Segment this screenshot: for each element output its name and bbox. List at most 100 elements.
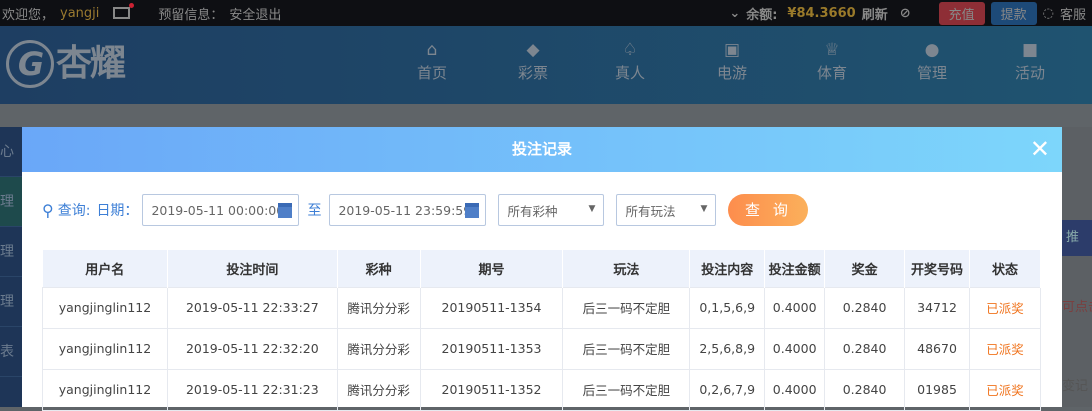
username: yangji [60,5,100,21]
table-cell: 2,5,6,8,9 [689,327,766,370]
date-label: 日期： [96,203,139,219]
reserved-info: 预留信息： [158,7,224,23]
table-cell: 后三一码不定胆 [562,368,691,411]
table-cell: 20190511-1352 [419,368,564,411]
to-label: 至 [307,203,322,219]
start-date-input[interactable]: 2019-05-11 00:00:00 [142,194,300,226]
table-cell: 腾讯分分彩 [336,368,421,411]
nav-label: 体育 [816,64,847,82]
table-cell: 0.4000 [764,368,826,411]
dealer-icon: ♤ [622,40,638,60]
table-cell: 0.4000 [764,286,826,329]
table-cell: 腾讯分分彩 [336,327,421,370]
calendar-icon[interactable] [465,203,480,218]
deposit-button[interactable]: 充值 [938,1,985,25]
table-cell: 0.4000 [764,327,826,370]
dropdown-arrow-icon: ▼ [700,204,708,214]
table-cell: 2019-05-11 22:32:20 [166,327,338,370]
background-right-panel: 推 可点击 变记 [1062,127,1092,407]
table-cell: yangjinglin112 [42,286,168,329]
table-cell: 34712 [904,286,971,329]
query-label: 查询: [57,203,91,219]
logo-emblem-icon: G [6,40,54,88]
play-select[interactable]: 所有玩法 ▼ [616,194,717,226]
filter-bar: ⚲ 查询: 日期： 2019-05-11 00:00:00 至 2019-05-… [42,194,809,226]
bet-records-table: 用户名 投注时间 彩种 期号 玩法 投注内容 投注金额 奖金 开奖号码 状态 yangjingli… [42,250,1041,411]
balance-label: 余额: [746,7,778,23]
dropdown-arrow-icon: ▼ [588,204,596,214]
nav-activity[interactable]: ■ 活动 [1000,40,1060,83]
end-date-input[interactable]: 2019-05-11 23:59:59 [329,194,487,226]
table-cell: 01985 [904,368,971,411]
nav-live[interactable]: ♤ 真人 [600,40,660,83]
column-header: 期号 [420,250,564,287]
slot-machine-icon: ▣ [723,40,741,60]
logo-text: 杏耀 [56,43,126,84]
column-header: 彩种 [337,250,421,287]
nav-lottery[interactable]: ◆ 彩票 [503,40,563,83]
status-badge: 已派奖 [969,327,1041,370]
table-cell: 0,2,6,7,9 [689,368,766,411]
start-date-value: 2019-05-11 00:00:00 [151,202,285,218]
close-icon[interactable]: ✕ [1029,135,1050,163]
search-icon: ⚲ [42,200,54,220]
chat-icon[interactable]: ◌ [1042,5,1054,21]
nav-label: 彩票 [517,64,548,82]
table-row[interactable]: yangjinglin112 2019-05-11 22:32:20 腾讯分分彩 20… [42,327,1041,370]
status-badge: 已派奖 [969,368,1041,411]
lottery-icon: ◆ [526,40,540,60]
users-icon: ● [924,40,940,60]
withdraw-button[interactable]: 提款 [990,1,1037,25]
sidebar-item[interactable]: 理 [0,227,22,277]
main-nav: G 杏耀 ⌂ 首页 ◆ 彩票 ♤ 真人 ▣ 电游 ♕ 体育 ● 管理 ■ 活动 [0,26,1092,104]
sidebar-item[interactable]: 理 [0,177,22,227]
table-row[interactable]: yangjinglin112 2019-05-11 22:33:27 腾讯分分彩 20… [42,286,1041,329]
nav-games[interactable]: ▣ 电游 [702,40,762,83]
column-header: 用户名 [42,250,168,287]
balance-value: ¥84.3660 [787,5,856,21]
sidebar-item[interactable]: 表 [0,327,22,377]
nav-label: 真人 [614,64,645,82]
calendar-icon[interactable] [278,203,293,218]
lottery-select-value: 所有彩种 [507,203,558,219]
logout-link[interactable]: 安全退出 [229,7,282,23]
mail-icon[interactable] [113,3,135,19]
column-header: 投注内容 [689,250,766,287]
eye-hidden-icon[interactable]: ⊘ [899,5,911,21]
nav-label: 首页 [416,64,447,82]
modal-title: 投注记录 [511,140,572,158]
column-header: 玩法 [562,250,691,287]
refresh-button[interactable]: 刷新 [861,7,888,23]
column-header: 开奖号码 [904,250,971,287]
table-cell: 48670 [904,327,971,370]
column-header: 状态 [969,250,1041,287]
bg-link: 可点击 [1062,300,1092,315]
table-cell: 0.2840 [824,286,906,329]
welcome-text: 欢迎您， [2,7,55,23]
status-badge: 已派奖 [969,286,1041,329]
nav-label: 电游 [716,64,747,82]
table-cell: 0,1,5,6,9 [689,286,766,329]
nav-manage[interactable]: ● 管理 [902,40,962,83]
modal-header: 投注记录 ✕ [22,127,1062,172]
table-cell: 腾讯分分彩 [336,286,421,329]
query-button[interactable]: 查 询 [728,194,809,226]
nav-sports[interactable]: ♕ 体育 [802,40,862,83]
table-cell: 后三一码不定胆 [562,327,691,370]
column-header: 投注金额 [764,250,826,287]
sidebar-item[interactable]: 心 [0,127,22,177]
sidebar: 心 理 理 理 表 [0,127,22,407]
table-row[interactable]: yangjinglin112 2019-05-11 22:31:23 腾讯分分彩 20… [42,368,1041,411]
nav-home[interactable]: ⌂ 首页 [402,40,462,83]
table-cell: 2019-05-11 22:33:27 [166,286,338,329]
nav-label: 活动 [1014,64,1045,82]
overlay-strip [0,104,1092,127]
lottery-select[interactable]: 所有彩种 ▼ [498,194,605,226]
table-cell: 0.2840 [824,368,906,411]
table-cell: 20190511-1353 [419,327,564,370]
chevron-down-icon[interactable]: ⌄ [729,5,741,21]
logo[interactable]: G 杏耀 [6,34,126,88]
end-date-value: 2019-05-11 23:59:59 [338,202,472,218]
sidebar-item[interactable]: 理 [0,277,22,327]
service-link[interactable]: 客服 [1059,7,1086,23]
